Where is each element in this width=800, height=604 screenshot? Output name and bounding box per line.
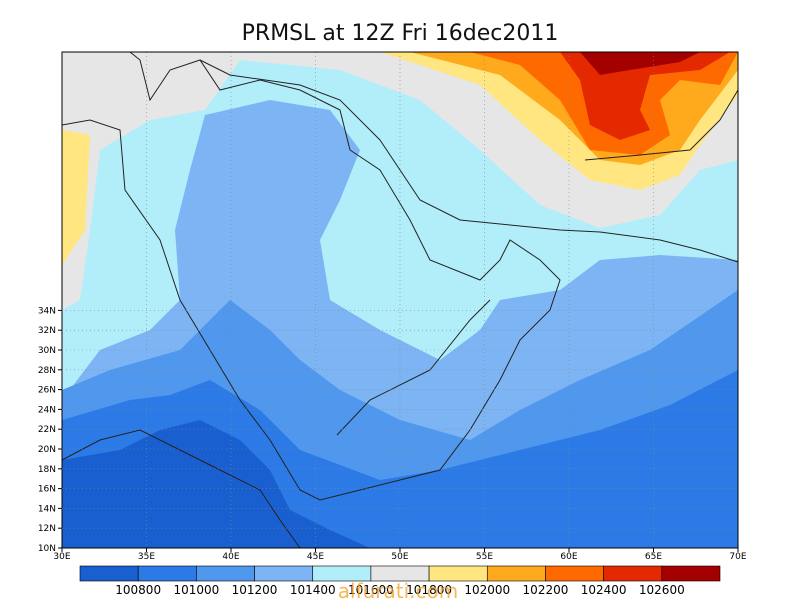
x-tick-label: 70E bbox=[729, 552, 746, 562]
x-tick-label: 60E bbox=[560, 552, 577, 562]
colorbar-box bbox=[486, 565, 546, 582]
colorbar-box bbox=[545, 565, 604, 582]
y-tick-label: 14N bbox=[38, 504, 56, 514]
colorbar-label: 101200 bbox=[232, 583, 278, 597]
colorbar-label: 102200 bbox=[523, 583, 569, 597]
y-tick-label: 26N bbox=[38, 386, 56, 396]
grid bbox=[146, 52, 654, 548]
y-tick-label: 12N bbox=[38, 524, 56, 534]
colorbar-label: 102000 bbox=[464, 583, 510, 597]
x-tick-label: 30E bbox=[53, 552, 70, 562]
y-tick-label: 24N bbox=[38, 405, 56, 415]
y-tick-label: 22N bbox=[38, 425, 56, 435]
colorbar-box bbox=[603, 565, 663, 582]
colorbar-box bbox=[196, 565, 255, 582]
x-tick-label: 40E bbox=[222, 552, 239, 562]
colorbar-box bbox=[661, 565, 721, 582]
axes: 30E 35E 40E 45E 50E 55E 60E 65E 70E 10N 12N 14N 16N 1… bbox=[38, 306, 747, 562]
contour-band bbox=[62, 130, 90, 265]
colorbar-box bbox=[79, 565, 139, 582]
title: PRMSL at 12Z Fri 16dec2011 bbox=[242, 21, 559, 46]
colorbar-label: 101600 bbox=[348, 583, 394, 597]
contour-band bbox=[580, 52, 700, 75]
colorbar: 100800 101000 101200 101400 101600 101800 1020… bbox=[79, 565, 721, 597]
y-tick-label: 10N bbox=[38, 544, 56, 554]
colorbar-label: 102400 bbox=[581, 583, 627, 597]
y-tick-label: 34N bbox=[38, 306, 56, 316]
colorbar-box bbox=[254, 565, 314, 582]
watermark: alfurati.com bbox=[338, 579, 458, 600]
colorbar-label: 101800 bbox=[406, 583, 452, 597]
y-tick-label: 32N bbox=[38, 326, 56, 336]
x-tick-label: 55E bbox=[476, 552, 493, 562]
x-tick-label: 45E bbox=[307, 552, 324, 562]
colorbar-label: 101400 bbox=[290, 583, 336, 597]
y-tick-label: 18N bbox=[38, 465, 56, 475]
colorbar-label: 100800 bbox=[115, 583, 161, 597]
y-tick-label: 16N bbox=[38, 485, 56, 495]
x-tick-label: 35E bbox=[138, 552, 155, 562]
x-tick-label: 65E bbox=[645, 552, 662, 562]
colorbar-label: 101000 bbox=[173, 583, 219, 597]
y-tick-label: 20N bbox=[38, 445, 56, 455]
y-tick-label: 28N bbox=[38, 366, 56, 376]
colorbar-label: 102600 bbox=[639, 583, 685, 597]
x-tick-label: 50E bbox=[391, 552, 408, 562]
colorbar-box bbox=[137, 565, 197, 582]
y-tick-label: 30N bbox=[38, 346, 56, 356]
contour-band bbox=[62, 420, 370, 548]
